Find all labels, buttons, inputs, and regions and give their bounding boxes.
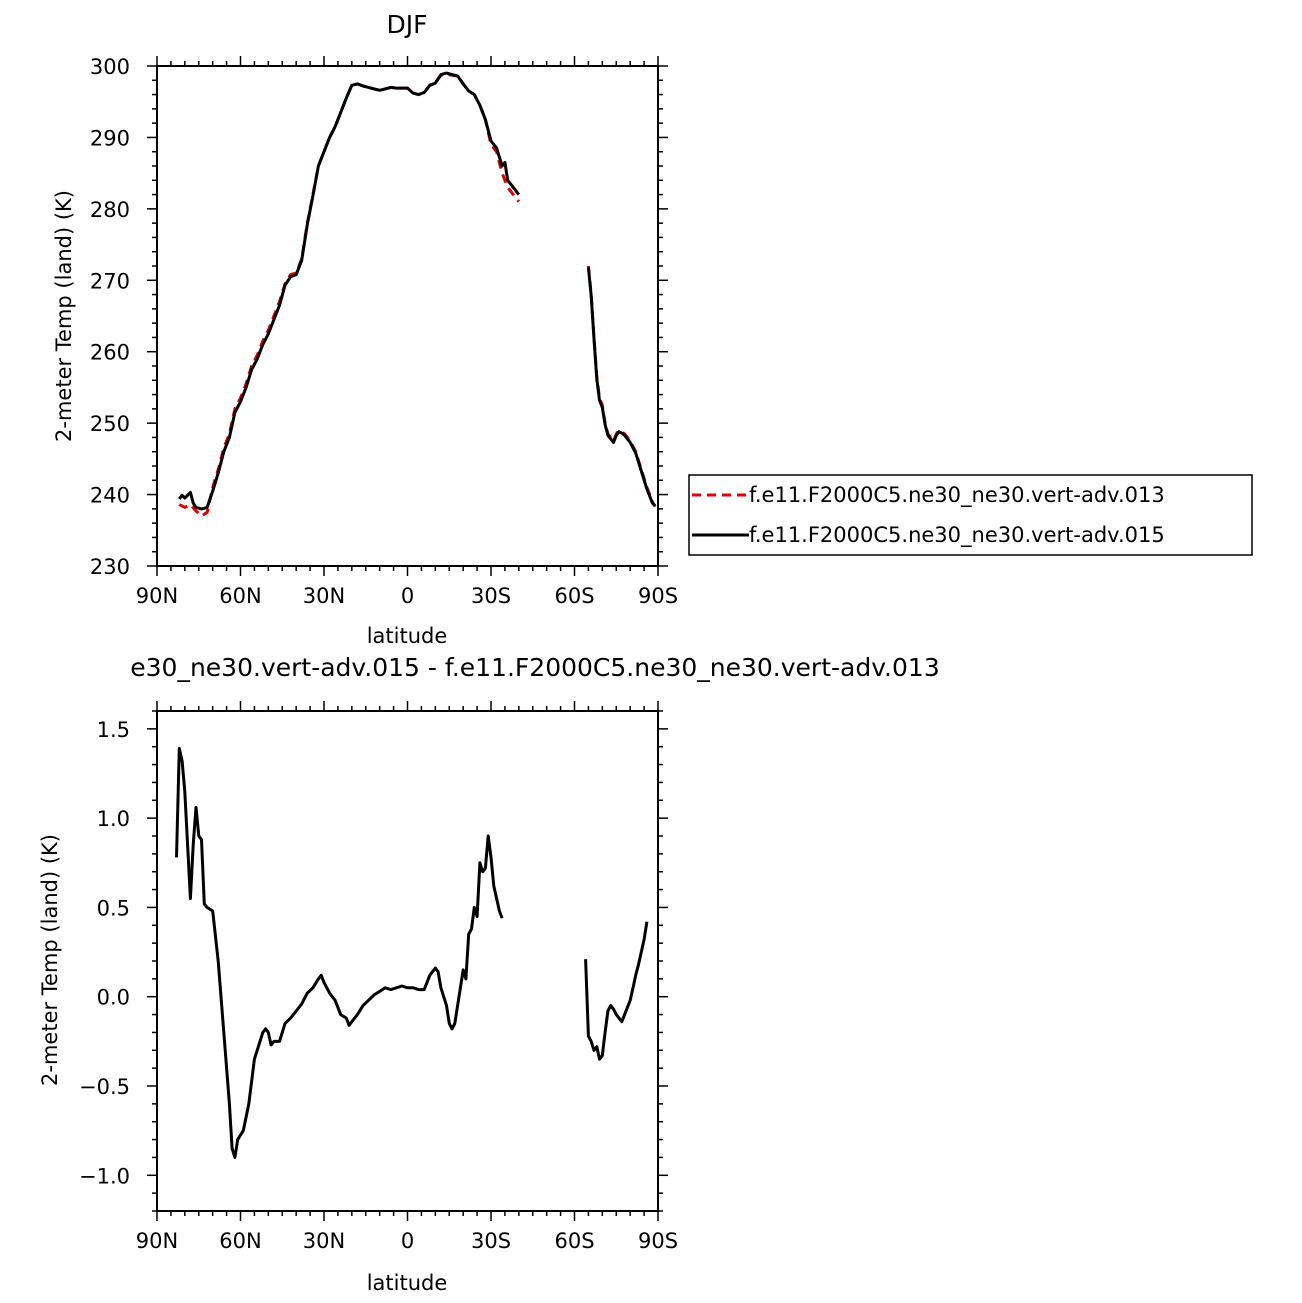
top-y-axis-label: 2-meter Temp (land) (K) [52, 190, 76, 442]
x-tick-label: 90N [136, 584, 178, 608]
x-tick-label: 30S [471, 1229, 511, 1253]
legend-entry-015: f.e11.F2000C5.ne30_ne30.vert-adv.015 [749, 523, 1165, 548]
legend-entry-013: f.e11.F2000C5.ne30_ne30.vert-adv.013 [749, 483, 1165, 508]
y-tick-label: 250 [90, 412, 130, 436]
legend-box [688, 474, 1253, 556]
x-tick-label: 30N [303, 584, 345, 608]
x-tick-label: 60S [554, 584, 594, 608]
x-tick-label: 0 [401, 584, 414, 608]
y-tick-label: −0.5 [79, 1075, 130, 1099]
top-panel: DJF 90N 60N 30N 0 30S 60S 90S 230 240 250 260 270 28… [52, 10, 1253, 648]
bottom-plot-area: 90N 60N 30N 0 30S 60S 90S −1.0 −0.5 0.0 0.5 1.0 1.5 [79, 701, 678, 1253]
x-tick-label: 60N [219, 1229, 261, 1253]
x-tick-label: 60S [554, 1229, 594, 1253]
plot-frame [156, 65, 659, 567]
legend: f.e11.F2000C5.ne30_ne30.vert-adv.013 f.e… [688, 474, 1253, 556]
series-line-0 [178, 72, 520, 518]
series-line-0 [584, 921, 649, 1061]
x-tick-label: 90S [638, 584, 678, 608]
bottom-panel: e30_ne30.vert-adv.015 - f.e11.F2000C5.ne… [38, 653, 940, 1295]
y-tick-label: 280 [90, 198, 130, 222]
y-tick-label: 290 [90, 126, 130, 150]
top-chart-title: DJF [386, 10, 427, 39]
x-tick-label: 90S [638, 1229, 678, 1253]
series-line-1 [178, 71, 520, 511]
top-x-axis-label: latitude [367, 624, 448, 648]
series-line-0 [175, 747, 504, 1159]
y-tick-label: 1.0 [97, 807, 130, 831]
y-tick-label: 300 [90, 55, 130, 79]
bottom-chart-title: e30_ne30.vert-adv.015 - f.e11.F2000C5.ne… [130, 653, 939, 682]
y-tick-label: 1.5 [97, 718, 130, 742]
y-tick-label: 0.5 [97, 896, 130, 920]
bottom-y-axis-label: 2-meter Temp (land) (K) [38, 834, 62, 1086]
x-tick-label: 0 [401, 1229, 414, 1253]
top-plot-area: 90N 60N 30N 0 30S 60S 90S 230 240 250 260 270 280 290… [90, 55, 678, 608]
y-tick-label: 270 [90, 269, 130, 293]
y-tick-label: 240 [90, 484, 130, 508]
y-tick-label: 0.0 [97, 986, 130, 1010]
x-tick-label: 90N [136, 1229, 178, 1253]
y-tick-label: −1.0 [79, 1164, 130, 1188]
x-tick-label: 60N [219, 584, 261, 608]
bottom-x-axis-label: latitude [367, 1271, 448, 1295]
series-line-1 [586, 267, 657, 508]
y-tick-label: 230 [90, 555, 130, 579]
x-tick-label: 30S [471, 584, 511, 608]
y-tick-label: 260 [90, 341, 130, 365]
x-tick-label: 30N [303, 1229, 345, 1253]
